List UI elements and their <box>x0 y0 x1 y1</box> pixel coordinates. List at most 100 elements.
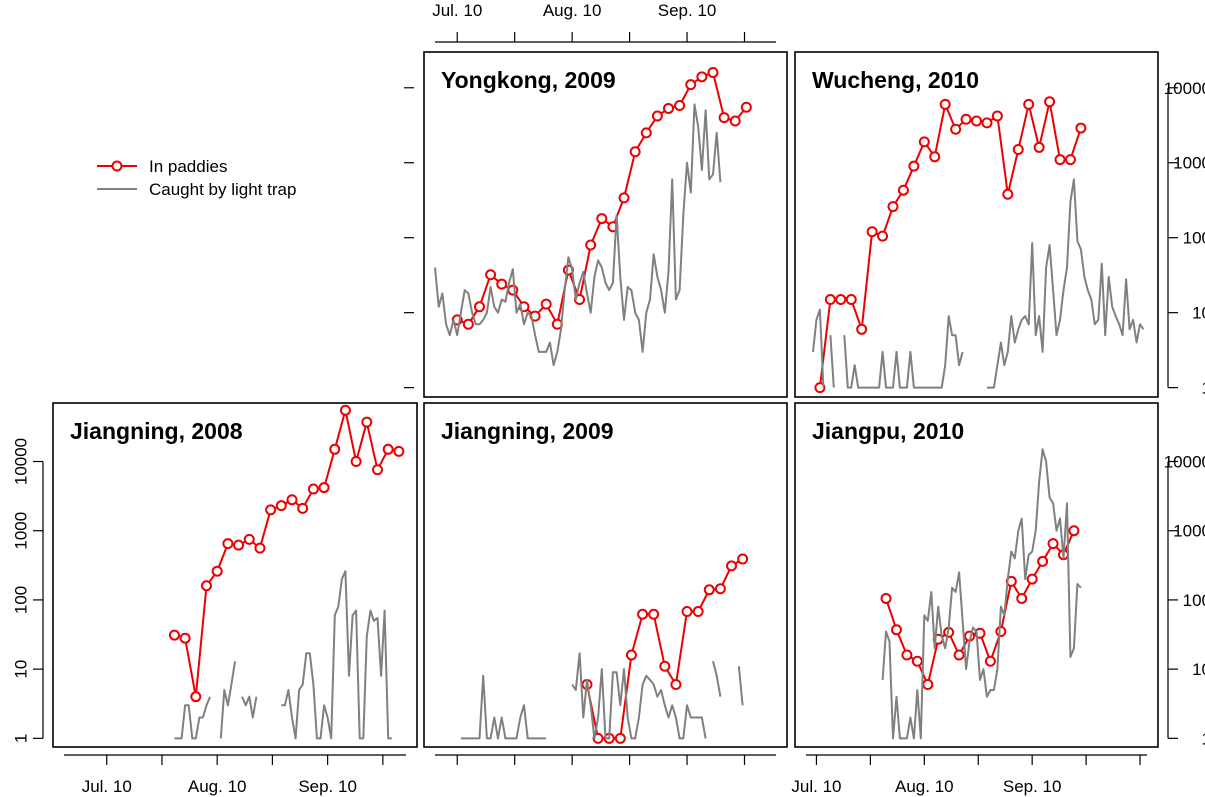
paddies-point-13 <box>726 560 738 572</box>
paddies-point-20 <box>1023 98 1035 110</box>
paddies-point-5 <box>637 608 649 620</box>
paddies-point-3 <box>845 293 857 305</box>
panel-title: Jiangning, 2008 <box>70 418 243 444</box>
light-trap-line-3 <box>281 570 392 740</box>
paddies-point-4 <box>496 278 508 290</box>
paddies-point-18 <box>1002 188 1014 200</box>
paddies-point-15 <box>1037 555 1049 567</box>
paddies-point-12 <box>297 502 309 514</box>
paddies-point-3 <box>614 732 626 744</box>
paddies-point-15 <box>618 192 630 204</box>
paddies-point-16 <box>629 146 641 158</box>
paddies-point-3 <box>201 580 212 592</box>
panel-2: 1 10 100 1000 10000 Wucheng, 2010 <box>794 51 1205 398</box>
paddies-point-16 <box>339 404 351 416</box>
y-tick-label-left-3: 1000 <box>12 512 31 550</box>
paddies-point-1 <box>179 632 191 644</box>
paddies-point-14 <box>737 553 749 565</box>
paddies-point-11 <box>929 151 941 163</box>
panel-frame <box>423 51 788 398</box>
x-tick-label-top-2: Sep. 10 <box>658 1 717 20</box>
y-tick-label-left-0: 1 <box>12 734 31 743</box>
paddies-point-16 <box>1047 538 1059 550</box>
paddies-point-6 <box>233 539 245 551</box>
y-tick-label-right-1: 10 <box>1192 660 1205 679</box>
paddies-point-9 <box>265 504 277 516</box>
paddies-point-2 <box>473 301 485 313</box>
legend: In paddies Caught by light trap <box>97 157 296 199</box>
paddies-point-19 <box>663 102 675 114</box>
light-trap-line-0 <box>174 696 212 740</box>
panel-3: Jul. 10 Aug. 10 Sep. 10 1 10 100 1000 10000 Jian… <box>12 402 418 796</box>
paddies-point-22 <box>1044 96 1056 108</box>
paddies-point-14 <box>318 482 330 494</box>
paddies-point-8 <box>540 298 552 310</box>
y-tick-label-right-3: 1000 <box>1173 154 1205 173</box>
paddies-point-2 <box>901 649 913 661</box>
paddies-point-15 <box>329 443 341 455</box>
panel-frame <box>794 402 1159 748</box>
light-trap-line-1 <box>219 661 236 739</box>
paddies-point-25 <box>1075 122 1087 134</box>
x-tick-label-bottom-1: Aug. 10 <box>188 777 247 796</box>
paddies-point-22 <box>696 71 708 83</box>
paddies-point-13 <box>596 213 608 225</box>
panel-4: Jiangning, 2009 <box>423 402 788 765</box>
light-trap-line-2 <box>712 661 722 697</box>
x-tick-label-top-0: Jul. 10 <box>432 1 482 20</box>
paddies-point-2 <box>835 293 847 305</box>
panel-frame <box>423 402 788 748</box>
paddies-point-18 <box>361 416 373 428</box>
paddies-point-23 <box>1054 154 1066 166</box>
panel-title: Yongkong, 2009 <box>441 67 616 93</box>
light-trap-line-2 <box>843 315 964 389</box>
paddies-point-4 <box>922 678 934 690</box>
paddies-point-14 <box>960 113 972 125</box>
paddies-point-4 <box>211 565 223 577</box>
paddies-point-23 <box>707 66 719 78</box>
light-trap-line-0 <box>881 448 1082 740</box>
y-tick-label-right-4: 10000 <box>1164 452 1205 471</box>
paddies-point-3 <box>485 269 497 281</box>
paddies-point-21 <box>393 445 405 457</box>
paddies-point-17 <box>991 110 1003 122</box>
paddies-point-15 <box>971 115 982 127</box>
paddies-point-11 <box>286 494 298 506</box>
paddies-point-10 <box>918 136 930 148</box>
x-tick-label-bottom-2: Sep. 10 <box>1003 777 1062 796</box>
paddies-point-10 <box>984 655 996 667</box>
paddies-point-12 <box>939 98 951 110</box>
paddies-point-5 <box>222 538 234 550</box>
paddies-point-6 <box>877 230 889 242</box>
paddies-point-7 <box>953 649 965 661</box>
light-trap-line-1 <box>829 335 835 388</box>
x-tick-label-bottom-2: Sep. 10 <box>298 777 357 796</box>
paddies-point-1 <box>890 624 902 636</box>
light-trap-line-2 <box>241 695 258 719</box>
paddies-point-25 <box>729 115 741 127</box>
paddies-line-0 <box>818 100 1082 388</box>
light-trap-line-1 <box>571 652 707 740</box>
paddies-point-26 <box>740 101 752 113</box>
paddies-point-13 <box>950 123 962 135</box>
paddies-point-9 <box>681 606 693 618</box>
y-tick-label-right-4: 10000 <box>1164 79 1205 98</box>
paddies-point-12 <box>585 239 597 251</box>
light-trap-line-0 <box>812 308 825 388</box>
paddies-point-12 <box>714 583 726 595</box>
y-tick-label-left-4: 10000 <box>12 438 31 485</box>
x-tick-label-top-1: Aug. 10 <box>543 1 602 20</box>
light-trap-line-3 <box>737 666 744 706</box>
panel-title: Jiangpu, 2010 <box>812 418 964 444</box>
paddies-point-5 <box>866 226 878 238</box>
paddies-point-11 <box>703 584 715 596</box>
paddies-point-11 <box>995 625 1007 637</box>
panel-title: Wucheng, 2010 <box>812 67 979 93</box>
x-tick-label-bottom-0: Jul. 10 <box>791 777 841 796</box>
paddies-point-18 <box>651 110 663 122</box>
y-tick-label-right-0: 1 <box>1202 729 1205 748</box>
paddies-point-10 <box>275 500 287 512</box>
paddies-point-13 <box>307 483 319 495</box>
paddies-point-1 <box>462 318 474 330</box>
